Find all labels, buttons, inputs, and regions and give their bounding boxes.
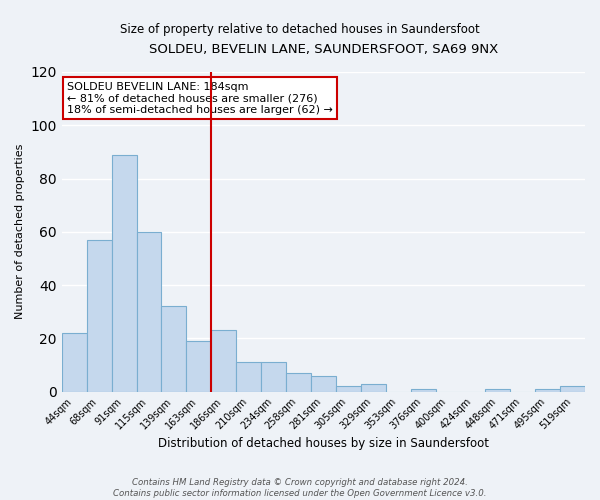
Bar [361, 384, 386, 392]
Bar [112, 154, 137, 392]
Bar [236, 362, 261, 392]
Text: Contains HM Land Registry data © Crown copyright and database right 2024.
Contai: Contains HM Land Registry data © Crown c… [113, 478, 487, 498]
Bar [410, 389, 436, 392]
Bar [261, 362, 286, 392]
Bar [485, 389, 510, 392]
Bar [62, 333, 87, 392]
Bar [535, 389, 560, 392]
Bar [161, 306, 187, 392]
Bar [311, 376, 336, 392]
Y-axis label: Number of detached properties: Number of detached properties [15, 144, 25, 320]
Text: Size of property relative to detached houses in Saundersfoot: Size of property relative to detached ho… [120, 22, 480, 36]
Bar [336, 386, 361, 392]
Bar [560, 386, 585, 392]
Bar [187, 341, 211, 392]
Bar [211, 330, 236, 392]
Bar [87, 240, 112, 392]
X-axis label: Distribution of detached houses by size in Saundersfoot: Distribution of detached houses by size … [158, 437, 489, 450]
Text: SOLDEU BEVELIN LANE: 184sqm
← 81% of detached houses are smaller (276)
18% of se: SOLDEU BEVELIN LANE: 184sqm ← 81% of det… [67, 82, 333, 114]
Bar [286, 373, 311, 392]
Title: SOLDEU, BEVELIN LANE, SAUNDERSFOOT, SA69 9NX: SOLDEU, BEVELIN LANE, SAUNDERSFOOT, SA69… [149, 42, 498, 56]
Bar [137, 232, 161, 392]
